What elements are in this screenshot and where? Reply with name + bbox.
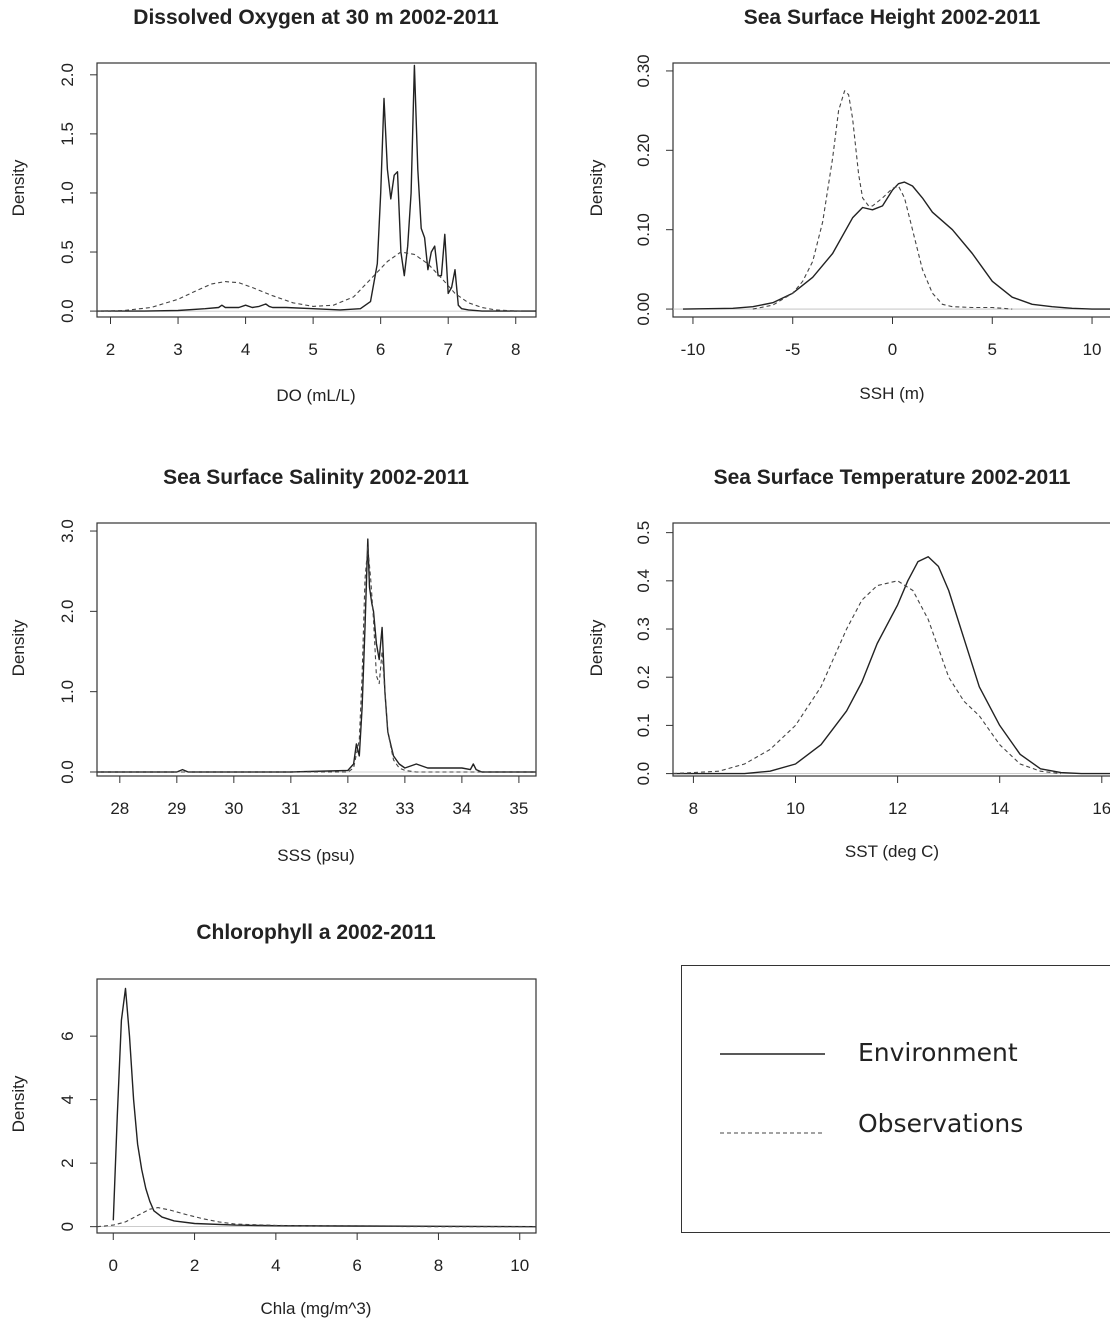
series-environment <box>97 64 536 312</box>
plot-frame <box>96 62 537 318</box>
chart-title: Dissolved Oxygen at 30 m 2002-2011 <box>133 6 499 29</box>
x-tick-label: 2 <box>190 1256 199 1275</box>
x-tick-label: 16 <box>1092 799 1110 818</box>
series-observations <box>97 546 536 773</box>
x-tick-label: 10 <box>510 1256 529 1275</box>
x-axis-label: DO (mL/L) <box>276 386 356 405</box>
y-tick-label: 0.00 <box>634 293 653 326</box>
legend-label-environment: Environment <box>858 1038 1018 1067</box>
chart-title: Sea Surface Height 2002-2011 <box>743 6 1041 29</box>
y-tick-label: 2.0 <box>58 63 77 87</box>
x-axis-label: Chla (mg/m^3) <box>260 1299 372 1318</box>
y-tick-label: 0.4 <box>634 569 653 593</box>
x-tick-label: 33 <box>395 799 414 818</box>
legend-label-observations: Observations <box>858 1109 1024 1138</box>
y-tick-label: 2 <box>58 1158 77 1167</box>
y-tick-label: 4 <box>58 1095 77 1104</box>
x-tick-label: 29 <box>167 799 186 818</box>
y-tick-label: 0.0 <box>58 299 77 323</box>
y-tick-label: 0 <box>58 1222 77 1231</box>
x-tick-label: 10 <box>1083 340 1102 359</box>
x-tick-label: 8 <box>434 1256 443 1275</box>
chart-title: Chlorophyll a 2002-2011 <box>196 921 436 944</box>
x-tick-label: -5 <box>785 340 800 359</box>
chart-4: 0 2 4 6 8 10 0 2 4 6 <box>58 978 537 1275</box>
x-axis-label: SSH (m) <box>859 384 925 403</box>
y-tick-label: 0.5 <box>58 240 77 264</box>
y-tick-label: 3.0 <box>58 519 77 543</box>
y-tick-label: 0.30 <box>634 54 653 87</box>
x-tick-label: 8 <box>511 340 520 359</box>
x-axis-label: SSS (psu) <box>277 846 355 865</box>
y-axis-label: Density <box>587 619 606 677</box>
series-observations <box>97 251 523 312</box>
x-tick-label: 28 <box>110 799 129 818</box>
chart-0: 2 3 4 5 6 7 8 0.0 0.5 1.0 1.5 2.0 <box>58 62 537 359</box>
chart-2: 28 29 30 31 32 33 34 35 0.0 1.0 2.0 3.0 <box>58 519 537 818</box>
x-tick-label: 4 <box>271 1256 280 1275</box>
series-environment <box>112 987 536 1228</box>
x-tick-label: 32 <box>338 799 357 818</box>
y-tick-label: 0.20 <box>634 134 653 167</box>
plot-frame <box>672 62 1110 318</box>
x-tick-label: 3 <box>173 340 182 359</box>
y-tick-label: 0.2 <box>634 665 653 689</box>
y-tick-label: 6 <box>58 1031 77 1040</box>
legend: Environment Observations <box>681 965 1110 1233</box>
legend-swatches <box>720 1053 825 1134</box>
y-tick-label: 1.0 <box>58 680 77 704</box>
plot-frame <box>96 522 537 777</box>
series-environment <box>97 538 536 773</box>
x-tick-label: 30 <box>224 799 243 818</box>
y-tick-label: 0.10 <box>634 213 653 246</box>
series-observations <box>673 580 1062 775</box>
x-tick-label: 5 <box>988 340 997 359</box>
x-tick-label: 5 <box>308 340 317 359</box>
x-tick-label: 2 <box>106 340 115 359</box>
series-environment <box>682 181 1110 310</box>
x-tick-label: 8 <box>689 799 698 818</box>
series-observations <box>752 90 1013 310</box>
x-tick-label: 34 <box>452 799 471 818</box>
plot-frame <box>672 522 1110 777</box>
series-observations <box>97 1207 536 1228</box>
plot-frame <box>96 978 537 1234</box>
x-tick-label: 10 <box>786 799 805 818</box>
y-tick-label: 0.0 <box>58 760 77 784</box>
x-tick-label: 35 <box>509 799 528 818</box>
x-axis-label: SST (deg C) <box>844 842 940 861</box>
y-axis-label: Density <box>587 159 606 217</box>
chart-title: Sea Surface Temperature 2002-2011 <box>713 466 1071 489</box>
x-tick-label: 0 <box>888 340 897 359</box>
chart-3: 8 10 12 14 16 0.0 0.1 0.2 0.3 0.4 0.5 <box>634 521 1110 818</box>
x-tick-label: 12 <box>888 799 907 818</box>
x-tick-label: 6 <box>376 340 385 359</box>
x-tick-label: 0 <box>109 1256 118 1275</box>
chart-title: Sea Surface Salinity 2002-2011 <box>163 466 469 489</box>
y-tick-label: 0.0 <box>634 762 653 786</box>
x-tick-label: 4 <box>241 340 250 359</box>
y-tick-label: 1.0 <box>58 181 77 205</box>
x-tick-label: 7 <box>443 340 452 359</box>
y-tick-label: 0.1 <box>634 714 653 738</box>
x-tick-label: 6 <box>352 1256 361 1275</box>
x-tick-label: -10 <box>681 340 706 359</box>
y-tick-label: 2.0 <box>58 600 77 624</box>
y-tick-label: 0.3 <box>634 617 653 641</box>
y-axis-label: Density <box>9 619 28 677</box>
x-tick-label: 31 <box>281 799 300 818</box>
y-tick-label: 1.5 <box>58 122 77 146</box>
y-axis-label: Density <box>9 1075 28 1133</box>
chart-1: -10 -5 0 5 10 0.00 0.10 0.20 0.30 <box>634 54 1110 359</box>
x-tick-label: 14 <box>990 799 1009 818</box>
series-environment <box>673 556 1110 775</box>
y-tick-label: 0.5 <box>634 521 653 545</box>
